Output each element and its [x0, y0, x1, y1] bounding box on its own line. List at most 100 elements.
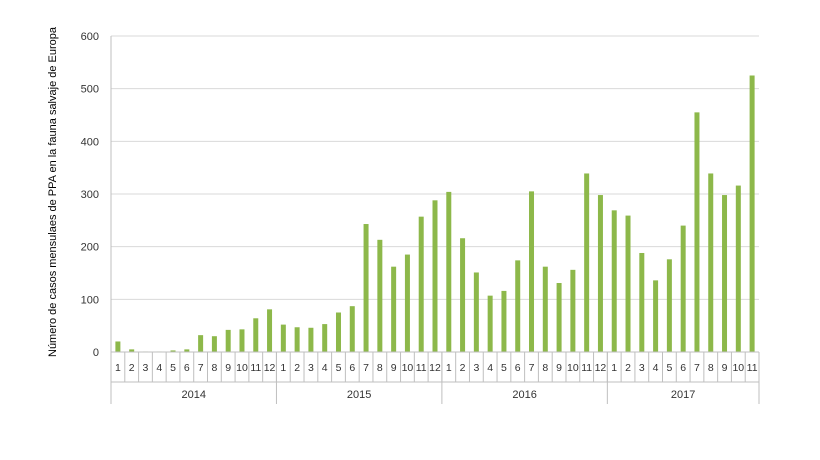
- bar: [267, 309, 273, 352]
- x-tick-label: 12: [595, 362, 607, 374]
- x-tick-label: 11: [416, 362, 427, 374]
- bar: [529, 191, 535, 352]
- bar: [184, 349, 190, 352]
- bar: [170, 350, 176, 352]
- bar: [335, 312, 341, 352]
- x-tick-label: 7: [363, 362, 369, 374]
- x-tick-label: 5: [336, 362, 342, 374]
- x-tick-label: 6: [680, 362, 686, 374]
- year-label: 2014: [181, 389, 205, 401]
- x-tick-label: 11: [747, 362, 758, 374]
- bar: [653, 280, 659, 352]
- bar: [639, 252, 645, 352]
- bar: [570, 269, 576, 352]
- x-tick-label: 1: [611, 362, 617, 374]
- x-tick-label: 6: [184, 362, 190, 374]
- x-tick-label: 11: [581, 362, 592, 374]
- bar: [239, 329, 245, 352]
- bar: [708, 173, 714, 352]
- bar: [294, 327, 300, 352]
- year-label: 2015: [347, 389, 371, 401]
- bar: [432, 200, 438, 352]
- y-tick-label: 500: [81, 84, 99, 96]
- x-tick-label: 4: [156, 362, 162, 374]
- x-tick-label: 3: [143, 362, 149, 374]
- x-tick-label: 2: [294, 362, 300, 374]
- bar: [363, 224, 369, 352]
- x-tick-label: 7: [198, 362, 204, 374]
- y-tick-label: 600: [81, 31, 99, 43]
- x-tick-label: 1: [280, 362, 286, 374]
- y-axis-ticks: 0 100 200 300 400 500 600: [81, 31, 99, 359]
- bar: [611, 210, 617, 352]
- y-axis-title: Número de casos mensulaes de PPA en la f…: [47, 26, 59, 357]
- x-tick-label: 3: [308, 362, 314, 374]
- bar: [749, 75, 755, 352]
- gridlines: [110, 35, 759, 352]
- bar: [253, 318, 259, 352]
- bar: [680, 225, 686, 352]
- bar: [418, 216, 424, 352]
- x-tick-label: 3: [473, 362, 479, 374]
- bar: [473, 272, 479, 352]
- bar: [349, 306, 355, 352]
- bar: [487, 295, 493, 352]
- x-tick-label: 5: [666, 362, 672, 374]
- bar: [735, 185, 741, 352]
- x-tick-label: 10: [402, 362, 414, 374]
- x-tick-label: 1: [115, 362, 121, 374]
- x-tick-label: 9: [225, 362, 231, 374]
- bar: [722, 195, 728, 352]
- x-tick-label: 7: [694, 362, 700, 374]
- bar: [377, 239, 383, 352]
- x-tick-label: 5: [501, 362, 507, 374]
- bar: [515, 260, 521, 352]
- y-tick-label: 100: [81, 294, 99, 306]
- x-tick-label: 8: [708, 362, 714, 374]
- x-tick-label: 4: [653, 362, 659, 374]
- bar: [556, 283, 562, 352]
- bar: [501, 290, 507, 352]
- x-tick-label: 8: [542, 362, 548, 374]
- x-tick-label: 5: [170, 362, 176, 374]
- x-tick-label: 2: [625, 362, 631, 374]
- bar: [198, 335, 204, 352]
- x-tick-label: 10: [732, 362, 744, 374]
- x-tick-label: 6: [349, 362, 355, 374]
- x-tick-label: 9: [722, 362, 728, 374]
- bar: [666, 259, 672, 352]
- bar: [391, 266, 397, 352]
- y-tick-label: 200: [81, 242, 99, 254]
- x-tick-label: 8: [211, 362, 217, 374]
- x-tick-label: 7: [529, 362, 535, 374]
- bar: [308, 327, 314, 352]
- x-tick-label: 1: [446, 362, 452, 374]
- x-tick-label: 10: [567, 362, 579, 374]
- bar: [115, 341, 121, 352]
- bar: [584, 173, 590, 352]
- x-tick-label: 4: [487, 362, 493, 374]
- bar: [129, 349, 135, 352]
- bar: [225, 329, 231, 352]
- y-tick-label: 400: [81, 136, 99, 148]
- x-tick-label: 2: [129, 362, 135, 374]
- year-label: 2016: [512, 389, 536, 401]
- bar: [280, 324, 286, 352]
- x-tick-label: 10: [236, 362, 248, 374]
- x-tick-label: 9: [391, 362, 397, 374]
- bar: [694, 112, 700, 353]
- x-tick-label: 3: [639, 362, 645, 374]
- bar: [446, 191, 452, 352]
- bar: [460, 238, 466, 352]
- bar: [322, 324, 328, 352]
- bar: [625, 215, 631, 352]
- bar: [211, 336, 217, 352]
- year-label: 2017: [671, 389, 695, 401]
- bar: [542, 266, 548, 352]
- x-tick-label: 8: [377, 362, 383, 374]
- x-tick-label: 6: [515, 362, 521, 374]
- x-tick-label: 12: [264, 362, 276, 374]
- bar: [404, 254, 410, 352]
